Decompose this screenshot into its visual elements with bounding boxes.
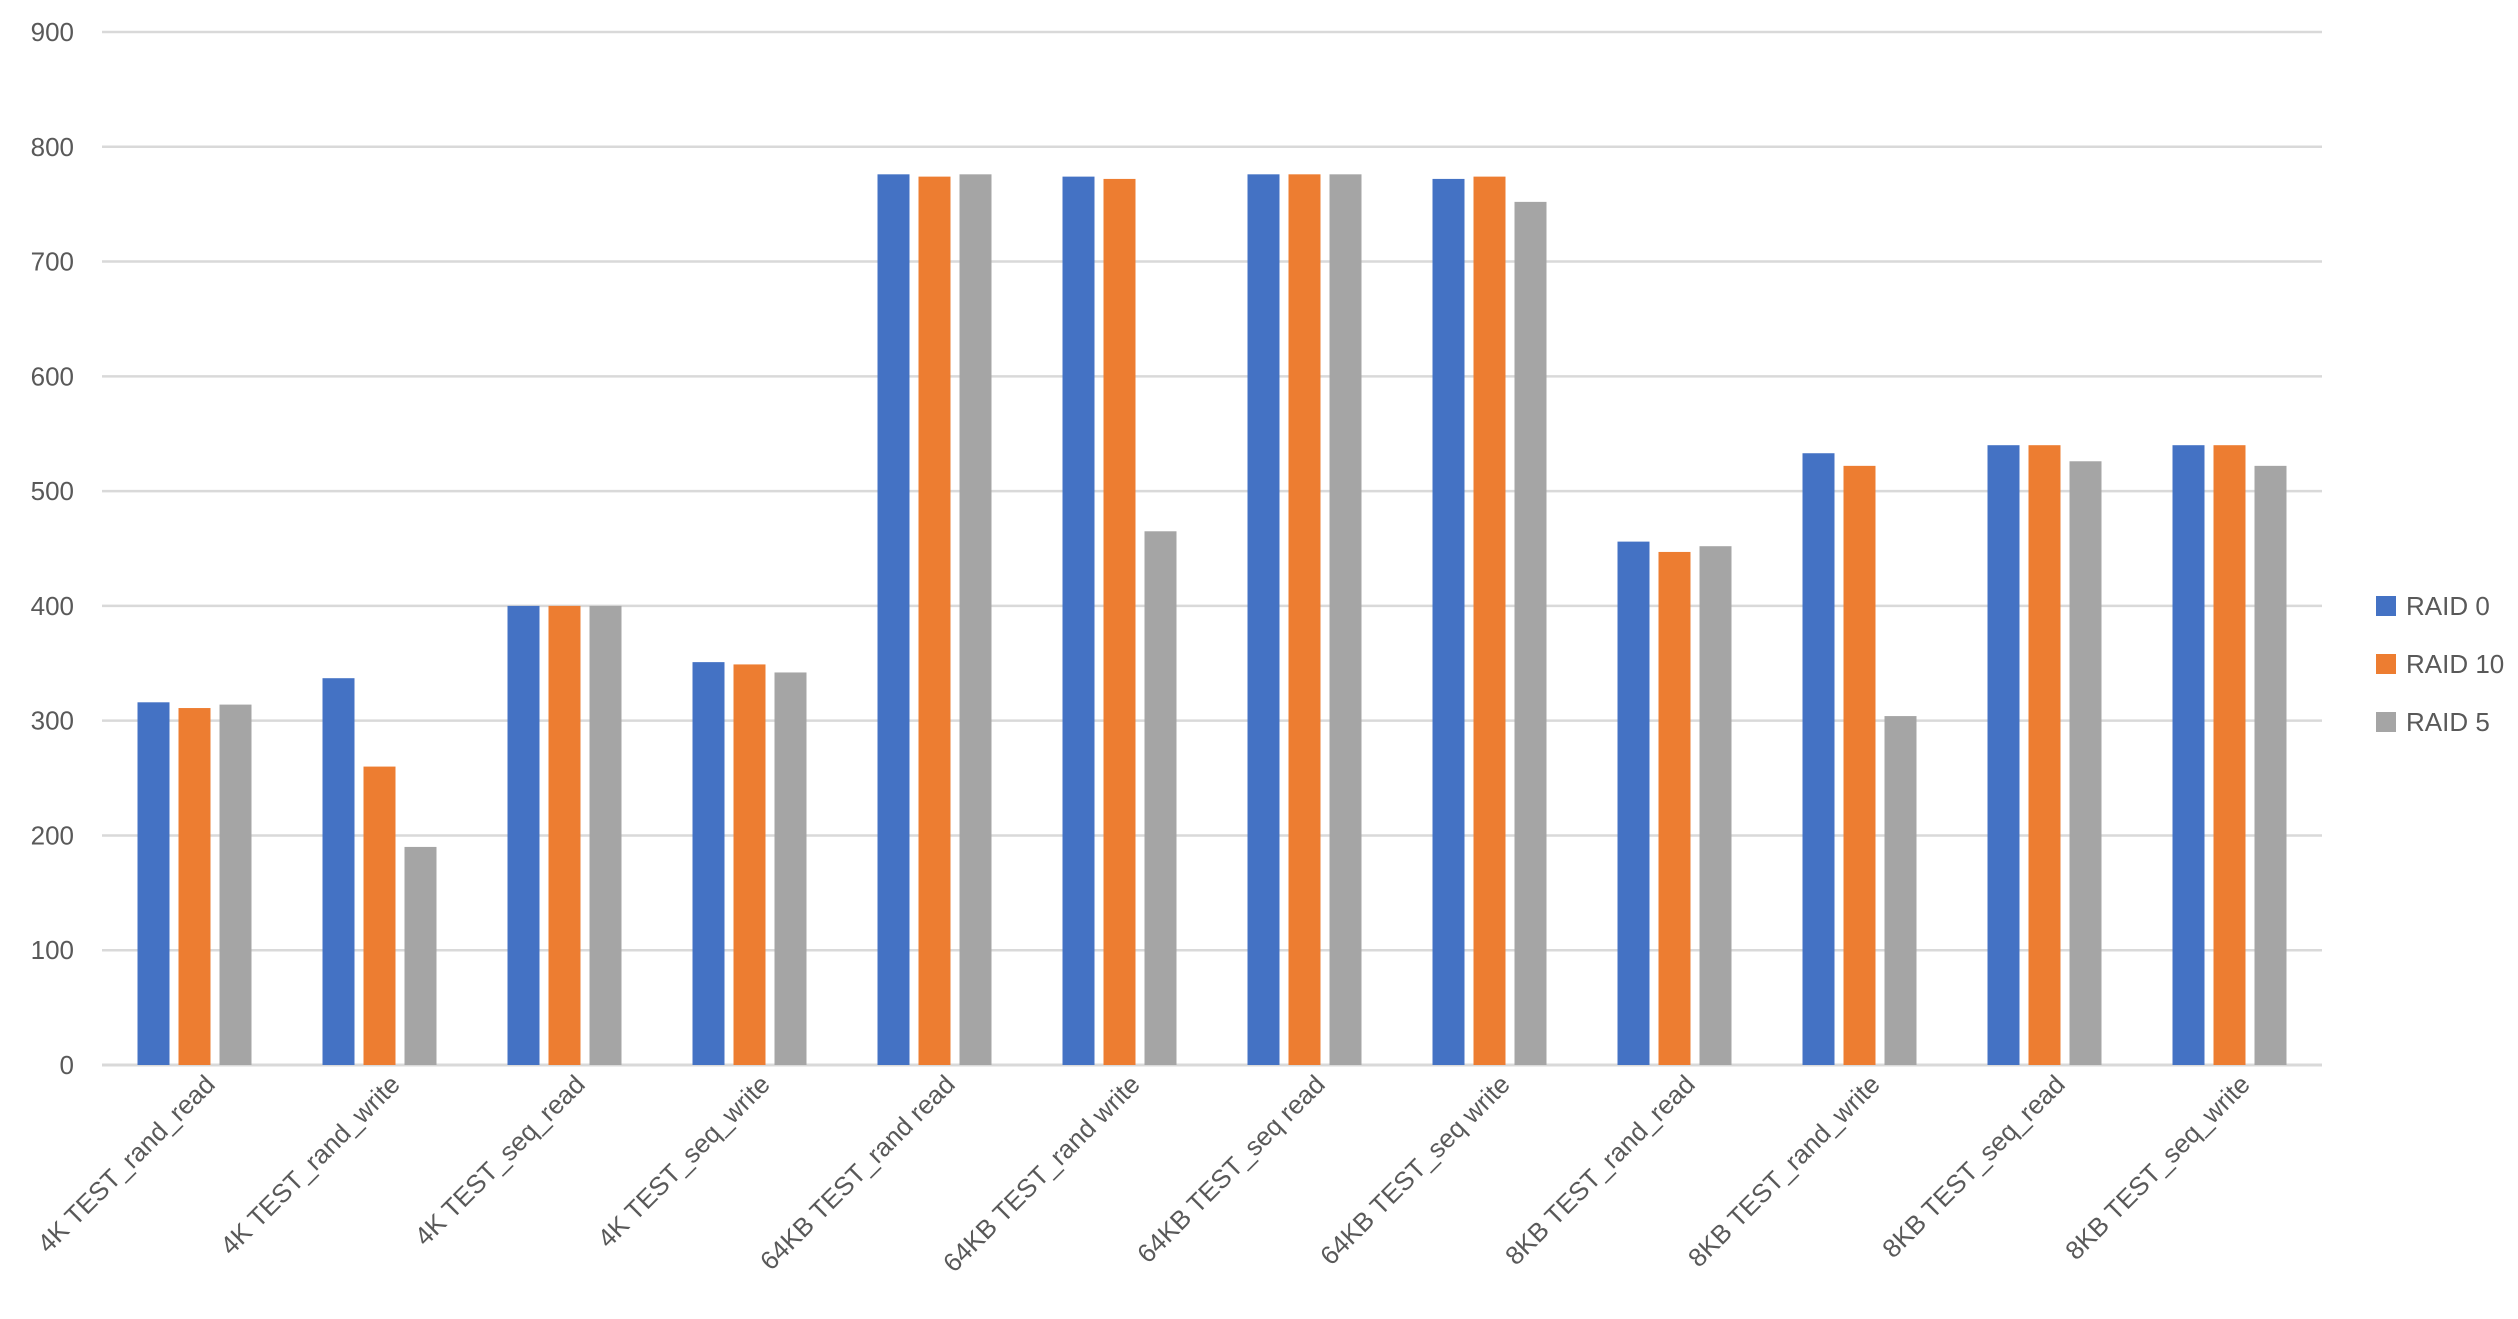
x-tick-label: 4K TEST_seq_write <box>591 1069 775 1253</box>
bar-raid-0 <box>877 174 910 1065</box>
bar-raid-5 <box>774 672 807 1065</box>
bar-raid-10 <box>1658 551 1691 1065</box>
y-axis-tick-labels: 0 100 200 300 400 500 600 700 800 900 <box>31 17 74 1080</box>
bar-raid-0 <box>2172 445 2205 1065</box>
bar-raid-10 <box>733 664 766 1065</box>
bar-raid-5 <box>1699 546 1732 1065</box>
bar-raid-5 <box>589 605 622 1065</box>
x-tick-label: 64KB TEST_rand write <box>937 1069 1146 1278</box>
bar-group <box>1432 176 1547 1066</box>
bar-raid-10 <box>363 766 396 1065</box>
bar-group <box>692 662 807 1065</box>
bar-raid-10 <box>178 708 211 1065</box>
bar-raid-0 <box>1062 176 1095 1065</box>
bar-raid-5 <box>1514 201 1547 1066</box>
y-tick-label: 900 <box>31 17 74 47</box>
bar-raid-10 <box>918 176 951 1065</box>
bars <box>137 174 2287 1066</box>
y-tick-label: 700 <box>31 247 74 277</box>
legend-item: RAID 5 <box>2376 707 2490 737</box>
x-tick-label: 8KB TEST_rand_write <box>1682 1069 1886 1273</box>
bar-raid-0 <box>1802 453 1835 1065</box>
bar-group <box>1802 453 1917 1065</box>
bar-raid-5 <box>2254 465 2287 1065</box>
bar-raid-0 <box>692 662 725 1065</box>
x-tick-label: 64KB TEST_rand read <box>754 1069 961 1276</box>
bar-raid-10 <box>548 605 581 1065</box>
bar-raid-0 <box>1617 541 1650 1065</box>
bar-raid-0 <box>1432 178 1465 1066</box>
bar-group <box>1247 174 1362 1065</box>
bar-raid-5 <box>1144 531 1177 1065</box>
bar-raid-5 <box>1884 716 1917 1065</box>
bar-raid-0 <box>137 702 170 1065</box>
x-tick-label: 4K TEST_rand_read <box>31 1069 221 1259</box>
legend-label: RAID 0 <box>2406 591 2490 621</box>
legend-label: RAID 10 <box>2406 649 2504 679</box>
legend: RAID 0 RAID 10 RAID 5 <box>2376 591 2504 737</box>
bar-group <box>1987 445 2102 1065</box>
y-tick-label: 200 <box>31 820 74 850</box>
bar-group <box>1617 541 1732 1065</box>
y-tick-label: 600 <box>31 361 74 391</box>
y-tick-label: 500 <box>31 476 74 506</box>
bar-raid-0 <box>322 678 355 1065</box>
y-tick-label: 100 <box>31 935 74 965</box>
x-tick-label: 4K TEST_seq_read <box>408 1069 590 1251</box>
bar-raid-10 <box>1843 465 1876 1065</box>
bar-group <box>2172 445 2287 1065</box>
legend-item: RAID 10 <box>2376 649 2504 679</box>
legend-label: RAID 5 <box>2406 707 2490 737</box>
x-tick-label: 64KB TEST_seq read <box>1131 1069 1331 1269</box>
x-tick-label: 8KB TEST_rand_read <box>1499 1069 1701 1271</box>
legend-swatch <box>2376 712 2396 732</box>
bar-raid-10 <box>1473 176 1506 1065</box>
bar-raid-10 <box>1288 174 1321 1065</box>
legend-swatch <box>2376 596 2396 616</box>
bar-group <box>877 174 992 1065</box>
bar-raid-5 <box>219 704 252 1065</box>
y-tick-label: 0 <box>60 1050 74 1080</box>
bar-raid-5 <box>2069 461 2102 1065</box>
x-tick-label: 8KB TEST_seq_write <box>2059 1069 2256 1266</box>
y-tick-label: 300 <box>31 706 74 736</box>
y-tick-label: 400 <box>31 591 74 621</box>
legend-swatch <box>2376 654 2396 674</box>
bar-raid-5 <box>1329 174 1362 1065</box>
bar-raid-10 <box>2213 445 2246 1065</box>
bar-raid-10 <box>1103 178 1136 1066</box>
bar-group <box>1062 176 1177 1066</box>
bar-raid-0 <box>1987 445 2020 1065</box>
y-tick-label: 800 <box>31 132 74 162</box>
legend-item: RAID 0 <box>2376 591 2490 621</box>
bar-raid-5 <box>959 174 992 1065</box>
x-tick-label: 4K TEST_rand_write <box>214 1069 406 1261</box>
bar-group <box>507 605 622 1065</box>
x-tick-label: 8KB TEST_seq_read <box>1876 1069 2071 1264</box>
bar-raid-0 <box>1247 174 1280 1065</box>
bar-group <box>137 702 252 1065</box>
gridlines <box>102 30 2322 1067</box>
bar-raid-5 <box>404 846 437 1065</box>
x-tick-label: 64KB TEST_seq write <box>1314 1069 1516 1271</box>
bar-raid-0 <box>507 605 540 1065</box>
bar-group <box>322 678 437 1065</box>
bar-raid-10 <box>2028 445 2061 1065</box>
